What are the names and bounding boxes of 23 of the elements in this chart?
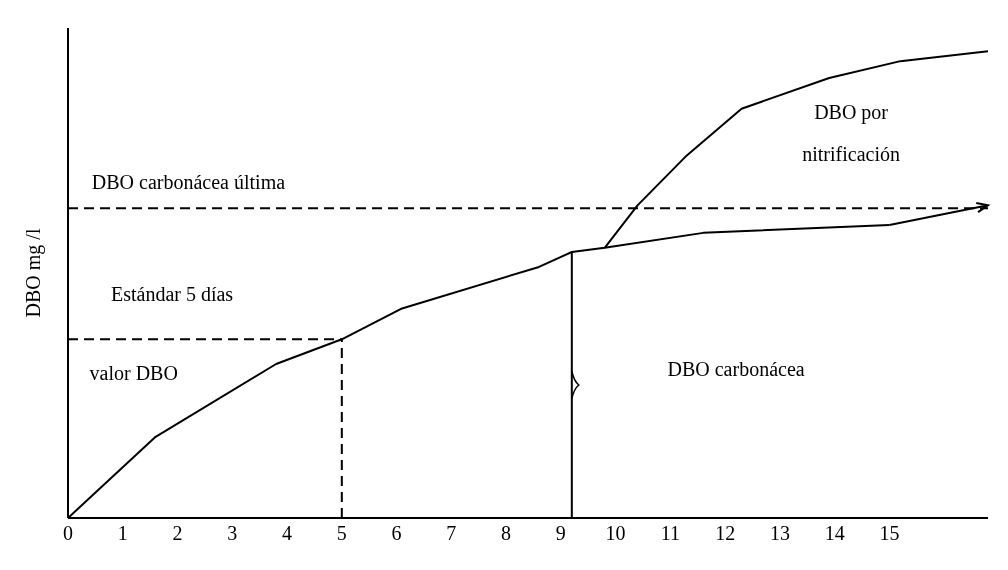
x-tick-label: 2 [172, 522, 183, 545]
annotation: DBO por [814, 101, 889, 125]
x-tick-label: 15 [879, 522, 900, 545]
annotation: nitrificación [802, 143, 900, 166]
annotation: Estándar 5 días [110, 283, 234, 306]
x-tick-label: 7 [446, 522, 457, 545]
x-tick-label: 12 [715, 522, 736, 545]
annotation: DBO carbonácea última [91, 171, 286, 194]
x-tick-label: 8 [501, 522, 512, 545]
annotation: valor DBO [89, 362, 178, 385]
y-axis-title: DBO mg /l [22, 228, 46, 318]
annotation: DBO carbonácea [667, 357, 805, 380]
x-tick-label: 14 [824, 522, 845, 545]
x-tick-label: 11 [660, 522, 681, 545]
x-tick-label: 4 [282, 522, 293, 545]
x-tick-label: 9 [555, 522, 566, 545]
x-tick-label: 3 [227, 522, 238, 545]
x-tick-label: 1 [117, 522, 128, 545]
x-tick-label: 6 [391, 522, 402, 545]
x-tick-label: 13 [769, 522, 790, 545]
x-tick-label: 5 [336, 522, 347, 545]
x-tick-label: 10 [605, 522, 626, 545]
x-tick-label: 0 [63, 522, 73, 545]
